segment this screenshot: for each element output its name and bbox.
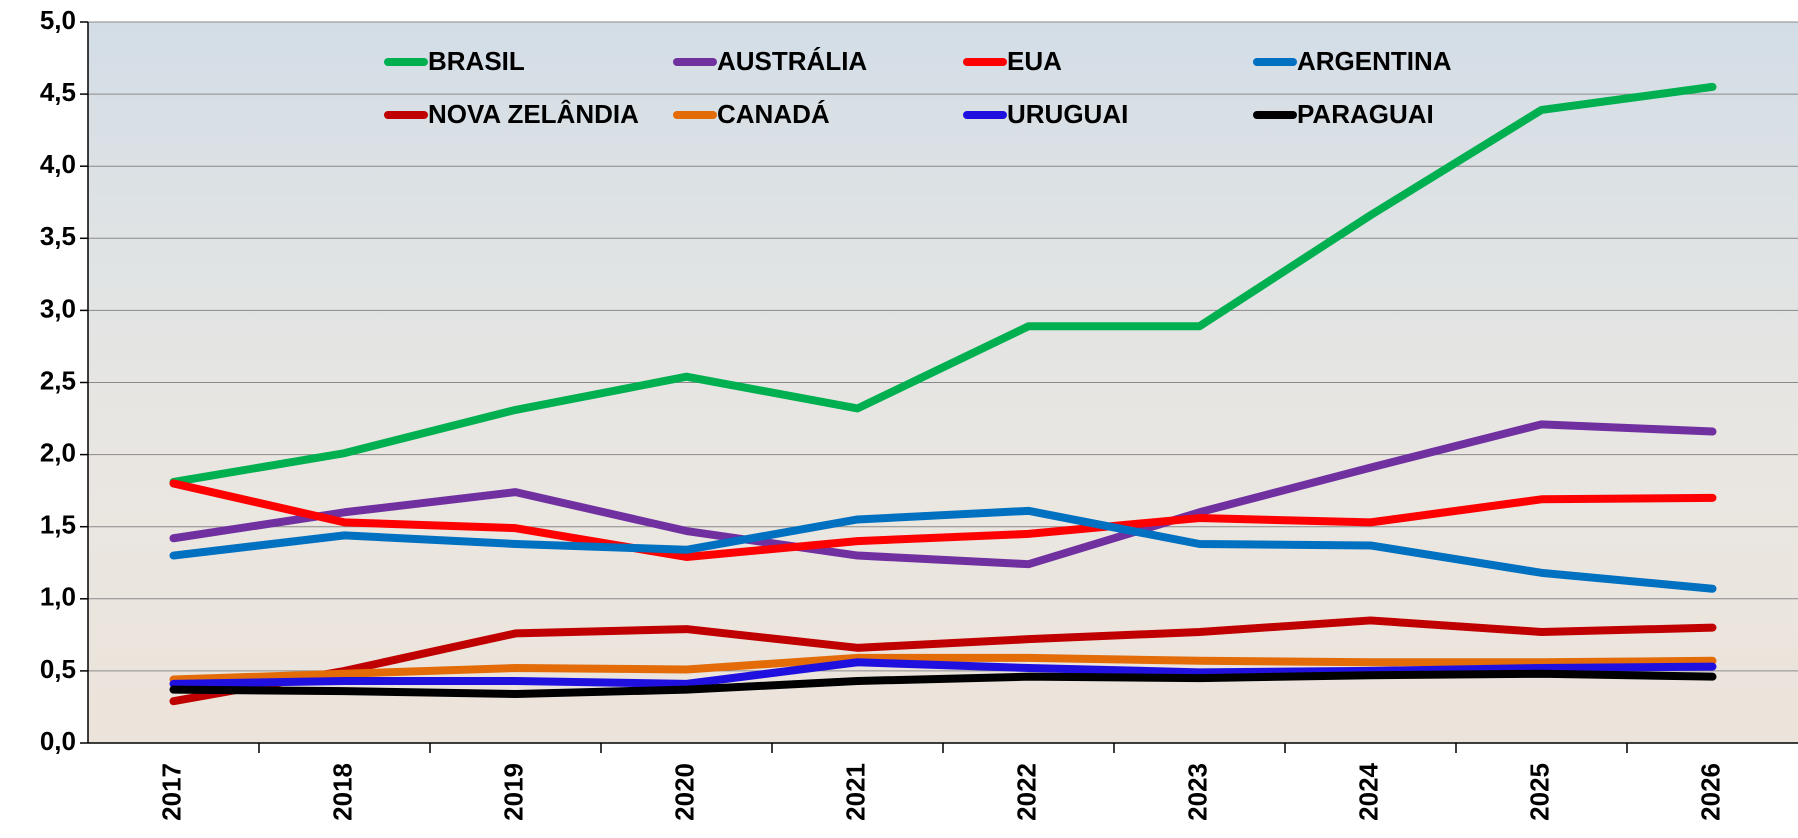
y-tick-label: 2,0: [40, 437, 76, 467]
x-tick-label: 2022: [1011, 763, 1041, 821]
legend-label: ARGENTINA: [1297, 46, 1452, 76]
legend-label: NOVA ZELÂNDIA: [428, 99, 639, 129]
x-tick-label: 2020: [669, 763, 699, 821]
series-line: [169, 653, 1717, 684]
series-line: [169, 669, 1717, 698]
x-tick-label: 2023: [1182, 763, 1212, 821]
x-tick-label: 2019: [498, 763, 528, 821]
series-line: [169, 616, 1717, 706]
y-tick-label: 3,0: [40, 293, 76, 323]
y-tick-label: 4,0: [40, 149, 76, 179]
series-line: [169, 506, 1717, 593]
y-tick-label: 2,5: [40, 365, 76, 395]
legend-label: EUA: [1007, 46, 1062, 76]
x-tick-label: 2021: [840, 763, 870, 821]
legend-label: CANADÁ: [717, 99, 830, 129]
legend-label: AUSTRÁLIA: [717, 46, 867, 76]
y-tick-label: 0,0: [40, 726, 76, 756]
y-tick-label: 4,5: [40, 77, 76, 107]
y-tick-label: 1,0: [40, 582, 76, 612]
x-tick-label: 2017: [156, 763, 186, 821]
x-tick-label: 2025: [1524, 763, 1554, 821]
legend-label: BRASIL: [428, 46, 525, 76]
series-line: [169, 658, 1717, 688]
y-tick-label: 0,5: [40, 654, 76, 684]
x-tick-label: 2024: [1353, 762, 1383, 820]
legend-label: URUGUAI: [1007, 99, 1128, 129]
x-tick-label: 2018: [327, 763, 357, 821]
series-line: [169, 479, 1717, 561]
x-tick-label: 2026: [1695, 763, 1725, 821]
legend-label: PARAGUAI: [1297, 99, 1434, 129]
y-tick-label: 1,5: [40, 510, 76, 540]
series-line: [169, 82, 1717, 486]
y-tick-label: 5,0: [40, 5, 76, 35]
series-line: [169, 420, 1717, 569]
y-tick-label: 3,5: [40, 221, 76, 251]
